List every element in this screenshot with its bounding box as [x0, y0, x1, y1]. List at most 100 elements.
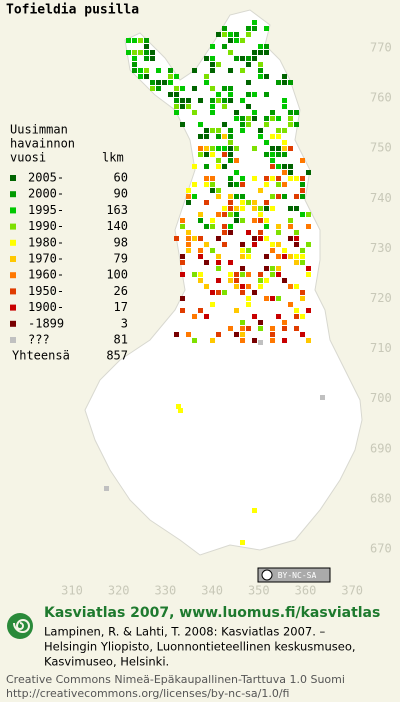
y-grid-label: 720	[370, 291, 392, 305]
occurrence-square	[288, 236, 293, 241]
x-grid-label: 330	[155, 584, 177, 598]
legend-swatch	[10, 175, 16, 181]
occurrence-square	[288, 110, 293, 115]
occurrence-square	[222, 206, 227, 211]
occurrence-square	[192, 68, 197, 73]
occurrence-square	[228, 152, 233, 157]
logo-disc	[7, 613, 33, 639]
occurrence-square	[222, 122, 227, 127]
occurrence-square	[216, 332, 221, 337]
occurrence-square	[300, 332, 305, 337]
occurrence-square	[144, 50, 149, 55]
occurrence-square	[270, 176, 275, 181]
occurrence-square	[300, 158, 305, 163]
occurrence-square	[228, 272, 233, 277]
occurrence-square	[252, 92, 257, 97]
occurrence-square	[264, 236, 269, 241]
citation-line: Lampinen, R. & Lahti, T. 2008: Kasviatla…	[44, 625, 326, 639]
occurrence-square	[180, 86, 185, 91]
occurrence-square	[168, 92, 173, 97]
x-grid-label: 340	[201, 584, 223, 598]
occurrence-square	[204, 128, 209, 133]
occurrence-square	[264, 116, 269, 121]
occurrence-square	[186, 248, 191, 253]
occurrence-square	[252, 26, 257, 31]
occurrence-square	[294, 230, 299, 235]
occurrence-square	[228, 98, 233, 103]
occurrence-square	[282, 98, 287, 103]
occurrence-square	[234, 206, 239, 211]
occurrence-square	[138, 38, 143, 43]
citation-line: Helsingin Yliopisto, Luonnontieteellinen…	[44, 640, 356, 654]
occurrence-square	[246, 62, 251, 67]
occurrence-layer	[104, 20, 325, 545]
occurrence-square	[204, 176, 209, 181]
occurrence-square	[216, 290, 221, 295]
y-grid-label: 730	[370, 241, 392, 255]
occurrence-square	[300, 194, 305, 199]
occurrence-square	[282, 128, 287, 133]
occurrence-square	[234, 158, 239, 163]
occurrence-square	[246, 26, 251, 31]
occurrence-square	[252, 218, 257, 223]
occurrence-square	[240, 332, 245, 337]
legend-label: 1950-	[28, 284, 64, 298]
occurrence-square	[294, 284, 299, 289]
occurrence-square	[228, 32, 233, 37]
occurrence-square	[282, 164, 287, 169]
occurrence-square	[210, 98, 215, 103]
legend-count: 81	[114, 333, 128, 347]
occurrence-square	[144, 74, 149, 79]
occurrence-square	[180, 308, 185, 313]
occurrence-square	[174, 98, 179, 103]
occurrence-square	[180, 224, 185, 229]
legend-count: 100	[106, 268, 128, 282]
occurrence-square	[294, 242, 299, 247]
occurrence-square	[234, 170, 239, 175]
occurrence-square	[210, 188, 215, 193]
legend-swatch	[10, 191, 16, 198]
occurrence-square	[240, 338, 245, 343]
occurrence-square	[156, 68, 161, 73]
occurrence-square	[320, 395, 325, 400]
occurrence-square	[228, 38, 233, 43]
occurrence-square	[252, 200, 257, 205]
occurrence-square	[264, 74, 269, 79]
occurrence-square	[306, 242, 311, 247]
occurrence-square	[240, 68, 245, 73]
occurrence-square	[156, 86, 161, 91]
occurrence-square	[180, 272, 185, 277]
occurrence-square	[258, 272, 263, 277]
occurrence-square	[162, 80, 167, 85]
grid-labels: 310 320 330 340 350 360 3706706806907007107207…	[61, 41, 392, 598]
occurrence-square	[306, 212, 311, 217]
occurrence-square	[240, 98, 245, 103]
occurrence-square	[176, 404, 181, 409]
occurrence-square	[198, 236, 203, 241]
y-grid-label: 700	[370, 391, 392, 405]
badge-box	[257, 567, 331, 583]
occurrence-square	[228, 92, 233, 97]
occurrence-square	[258, 236, 263, 241]
occurrence-square	[132, 56, 137, 61]
occurrence-square	[210, 338, 215, 343]
occurrence-square	[264, 200, 269, 205]
occurrence-square	[294, 176, 299, 181]
occurrence-square	[252, 50, 257, 55]
occurrence-square	[216, 278, 221, 283]
occurrence-square	[204, 56, 209, 61]
legend-label: ???	[28, 333, 50, 347]
occurrence-square	[174, 104, 179, 109]
occurrence-square	[246, 200, 251, 205]
occurrence-square	[270, 116, 275, 121]
occurrence-square	[240, 218, 245, 223]
legend-heading: vuosi	[10, 151, 46, 165]
occurrence-square	[138, 74, 143, 79]
occurrence-square	[216, 260, 221, 265]
occurrence-square	[246, 56, 251, 61]
occurrence-square	[288, 224, 293, 229]
cc-badge: BY-NC-SA	[257, 567, 331, 583]
occurrence-square	[246, 80, 251, 85]
occurrence-square	[270, 332, 275, 337]
occurrence-square	[198, 122, 203, 127]
